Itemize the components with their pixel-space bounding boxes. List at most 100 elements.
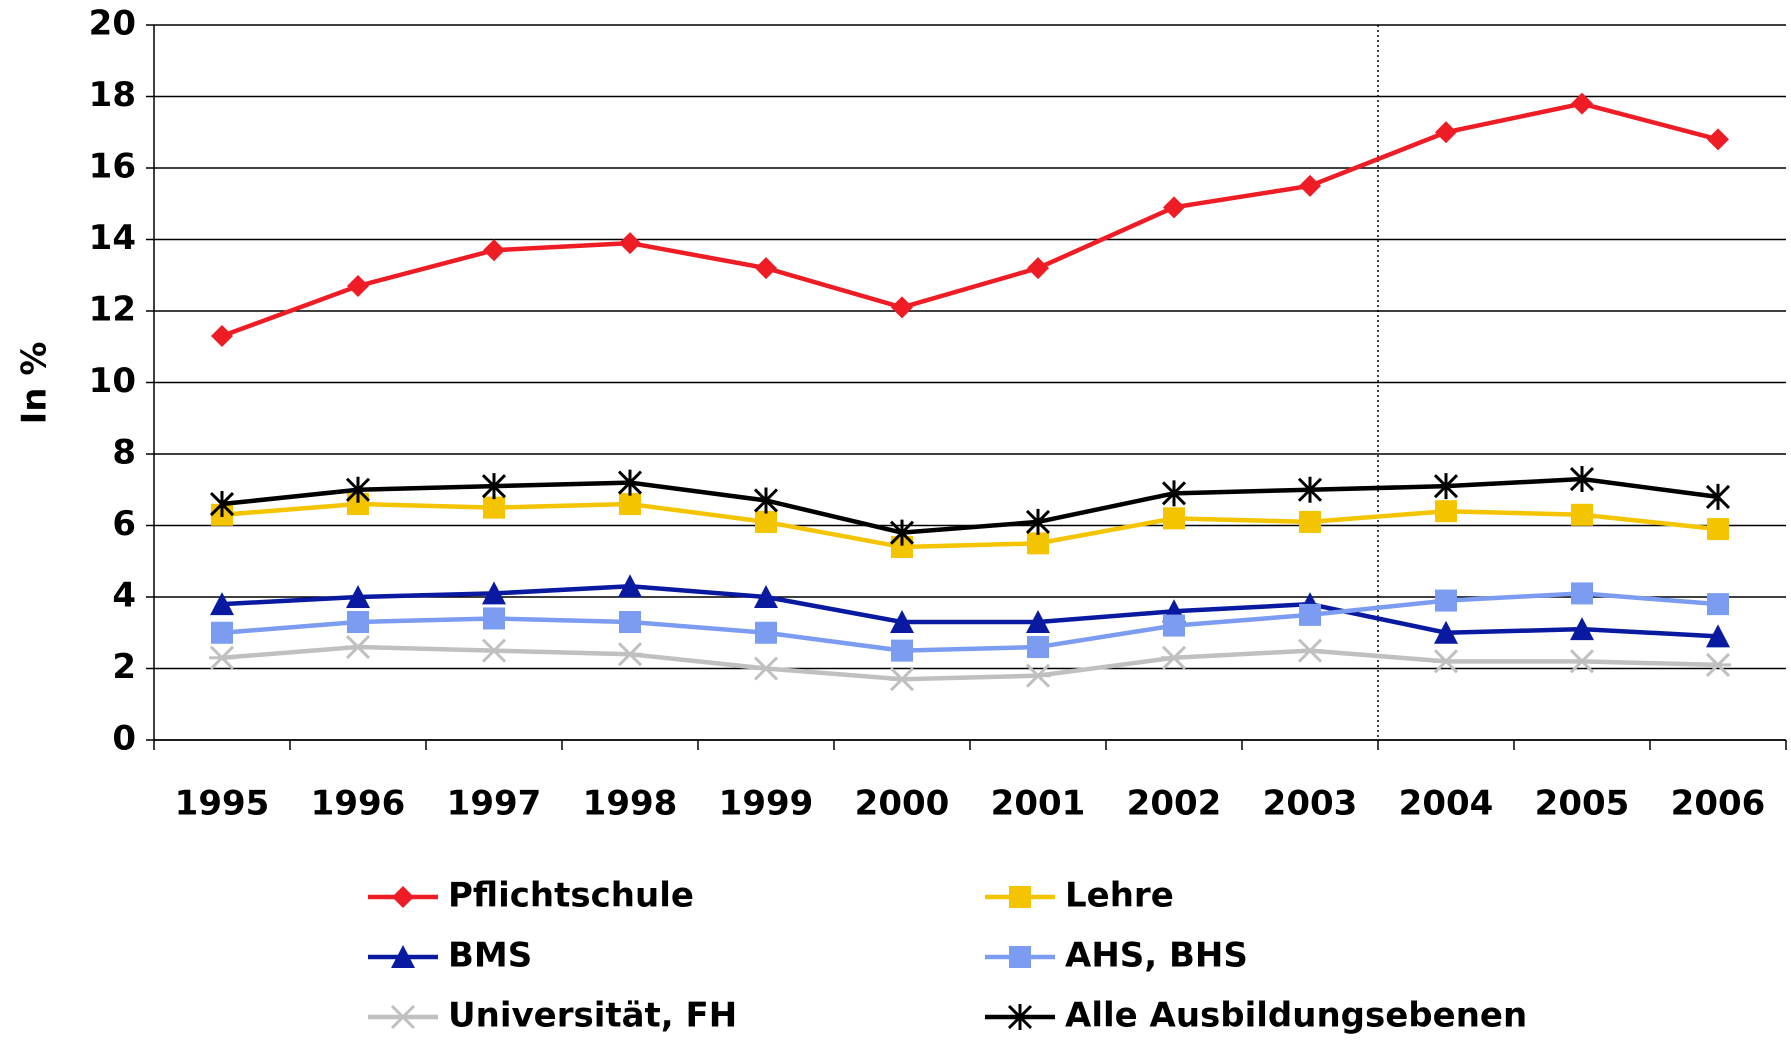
marker — [1027, 636, 1049, 659]
marker — [390, 1004, 416, 1030]
marker — [1299, 603, 1321, 626]
marker — [1571, 582, 1593, 605]
marker — [891, 296, 913, 319]
marker — [891, 639, 913, 662]
y-axis-label: In % — [15, 342, 55, 425]
marker — [209, 645, 235, 670]
marker — [347, 611, 369, 634]
marker — [890, 610, 914, 634]
marker — [755, 257, 777, 280]
x-tick-label: 2006 — [1671, 784, 1766, 824]
y-tick-label: 8 — [112, 433, 136, 473]
series-line — [221, 644, 1719, 682]
series-line — [221, 476, 1719, 535]
series-line — [221, 101, 1719, 339]
marker — [481, 473, 507, 500]
marker — [755, 621, 777, 644]
marker — [889, 519, 915, 546]
marker — [1007, 1004, 1033, 1030]
marker — [889, 667, 915, 692]
y-tick-label: 10 — [89, 361, 136, 401]
y-tick-label: 18 — [89, 75, 136, 115]
legend-label: Alle Ausbildungsebenen — [1065, 996, 1527, 1036]
marker — [755, 510, 777, 533]
marker — [1707, 128, 1729, 151]
y-tick-label: 20 — [89, 4, 136, 44]
marker — [1163, 196, 1185, 219]
marker — [1569, 649, 1595, 674]
marker — [617, 642, 643, 667]
series-line — [221, 501, 1719, 550]
marker — [1435, 121, 1457, 144]
marker — [1027, 257, 1049, 280]
legend-label: Universität, FH — [448, 996, 737, 1036]
marker — [1027, 532, 1049, 555]
x-tick-label: 2002 — [1127, 784, 1222, 824]
marker — [483, 607, 505, 630]
marker — [619, 493, 641, 516]
marker — [483, 496, 505, 519]
marker — [753, 487, 779, 514]
marker — [1706, 624, 1730, 648]
marker — [753, 656, 779, 681]
y-tick-label: 12 — [89, 290, 136, 330]
marker — [617, 469, 643, 496]
y-tick-label: 2 — [112, 647, 136, 687]
marker — [1707, 593, 1729, 616]
marker — [345, 476, 371, 503]
marker — [1297, 638, 1323, 663]
legend-label: Lehre — [1065, 876, 1174, 916]
x-tick-label: 2001 — [991, 784, 1086, 824]
marker — [619, 611, 641, 634]
x-tick-label: 1995 — [175, 784, 270, 824]
marker — [1435, 500, 1457, 523]
y-tick-label: 14 — [89, 218, 136, 258]
marker — [1009, 946, 1031, 968]
marker — [210, 592, 234, 616]
marker — [482, 581, 506, 605]
marker — [391, 945, 415, 968]
marker — [1299, 510, 1321, 533]
marker — [1299, 174, 1321, 197]
marker — [211, 621, 233, 644]
marker — [1025, 663, 1051, 688]
marker — [1435, 589, 1457, 612]
marker — [1163, 614, 1185, 637]
series-line — [221, 584, 1719, 639]
marker — [1025, 508, 1051, 535]
legend-label: BMS — [448, 936, 532, 976]
marker — [1571, 92, 1593, 115]
marker — [1161, 645, 1187, 670]
marker — [1297, 476, 1323, 503]
marker — [347, 493, 369, 516]
x-tick-label: 1998 — [583, 784, 678, 824]
y-tick-label: 0 — [112, 719, 136, 759]
x-tick-label: 2005 — [1535, 784, 1630, 824]
marker — [1705, 652, 1731, 677]
x-tick-label: 2004 — [1399, 784, 1494, 824]
marker — [1163, 507, 1185, 530]
marker — [754, 585, 778, 608]
marker — [1569, 466, 1595, 493]
marker — [1570, 617, 1594, 641]
x-tick-label: 1997 — [447, 784, 542, 824]
marker — [483, 239, 505, 262]
y-tick-label: 4 — [112, 576, 136, 616]
marker — [1707, 518, 1729, 541]
y-tick-label: 16 — [89, 147, 136, 187]
series-line — [221, 591, 1719, 653]
marker — [347, 274, 369, 297]
marker — [619, 232, 641, 255]
marker — [209, 491, 235, 518]
x-tick-label: 2000 — [855, 784, 950, 824]
marker — [345, 634, 371, 660]
marker — [1433, 649, 1459, 674]
marker — [1026, 610, 1050, 634]
marker — [1009, 886, 1031, 908]
marker — [618, 574, 642, 598]
legend-label: AHS, BHS — [1065, 936, 1248, 976]
marker — [211, 325, 233, 348]
x-tick-label: 1999 — [719, 784, 814, 824]
marker — [1571, 503, 1593, 526]
